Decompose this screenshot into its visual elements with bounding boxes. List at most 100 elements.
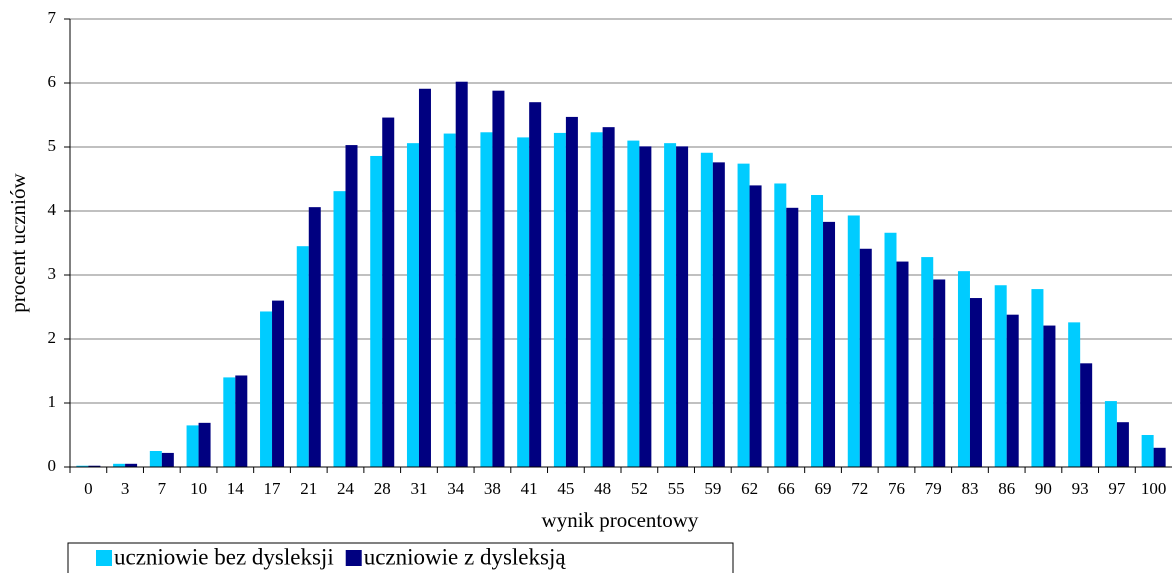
bar bbox=[418, 88, 431, 467]
bar bbox=[847, 215, 860, 467]
bar bbox=[786, 207, 799, 468]
bar bbox=[884, 232, 897, 467]
bar bbox=[1153, 447, 1166, 467]
x-tick-label: 55 bbox=[668, 479, 685, 498]
x-axis-label: wynik procentowy bbox=[542, 508, 699, 532]
bar bbox=[590, 132, 603, 467]
y-tick-label: 5 bbox=[48, 136, 57, 155]
bar bbox=[1104, 401, 1117, 467]
bar bbox=[149, 451, 162, 467]
x-tick-label: 10 bbox=[190, 479, 207, 498]
y-tick-label: 6 bbox=[48, 72, 57, 91]
bar bbox=[443, 133, 456, 467]
x-tick-label: 45 bbox=[557, 479, 574, 498]
bar bbox=[308, 207, 321, 467]
bar bbox=[370, 155, 383, 467]
x-tick-label: 34 bbox=[447, 479, 465, 498]
legend-swatch bbox=[96, 550, 112, 566]
bar bbox=[125, 463, 138, 467]
x-tick-label: 66 bbox=[778, 479, 795, 498]
bar bbox=[823, 221, 836, 467]
bar bbox=[260, 311, 273, 467]
bar bbox=[700, 152, 713, 467]
bar bbox=[161, 452, 174, 467]
x-tick-label: 17 bbox=[264, 479, 282, 498]
legend-box bbox=[67, 542, 734, 573]
bar bbox=[345, 145, 358, 467]
x-tick-label: 7 bbox=[158, 479, 167, 498]
x-tick-label: 86 bbox=[998, 479, 1015, 498]
x-tick-label: 76 bbox=[888, 479, 905, 498]
bar bbox=[737, 163, 750, 467]
x-tick-label: 28 bbox=[374, 479, 391, 498]
bar bbox=[1080, 363, 1093, 467]
bar bbox=[639, 146, 652, 468]
x-tick-label: 38 bbox=[484, 479, 501, 498]
bar bbox=[198, 422, 211, 467]
bar bbox=[517, 137, 530, 467]
bar bbox=[627, 140, 640, 467]
bar bbox=[676, 146, 689, 468]
y-tick-label: 4 bbox=[48, 200, 57, 219]
x-tick-label: 21 bbox=[300, 479, 317, 498]
bar bbox=[774, 183, 787, 468]
legend-label: uczniowie bez dysleksji bbox=[114, 544, 334, 569]
bar bbox=[602, 127, 615, 467]
bar bbox=[565, 116, 578, 468]
legend: uczniowie bez dysleksji uczniowie z dysle… bbox=[67, 542, 734, 573]
x-tick-label: 3 bbox=[121, 479, 130, 498]
x-tick-label: 83 bbox=[961, 479, 978, 498]
y-tick-label: 7 bbox=[48, 8, 57, 27]
x-tick-label: 48 bbox=[594, 479, 611, 498]
bar bbox=[896, 261, 909, 467]
bar bbox=[933, 279, 946, 467]
bar bbox=[1031, 289, 1044, 467]
x-tick-label: 52 bbox=[631, 479, 648, 498]
y-tick-label: 1 bbox=[48, 392, 57, 411]
x-tick-label: 31 bbox=[410, 479, 427, 498]
bar bbox=[749, 185, 762, 467]
bar bbox=[969, 298, 982, 467]
bar bbox=[406, 143, 419, 467]
x-tick-label: 69 bbox=[815, 479, 832, 498]
x-tick-label: 41 bbox=[521, 479, 538, 498]
y-tick-label: 2 bbox=[48, 328, 57, 347]
bar bbox=[664, 143, 677, 467]
x-tick-label: 59 bbox=[704, 479, 721, 498]
bar bbox=[529, 102, 542, 467]
bar bbox=[1068, 322, 1081, 467]
x-tick-label: 97 bbox=[1108, 479, 1126, 498]
bar bbox=[480, 132, 493, 467]
bar bbox=[712, 162, 725, 468]
x-tick-label: 93 bbox=[1072, 479, 1089, 498]
bar bbox=[921, 257, 934, 467]
bar bbox=[76, 465, 89, 467]
y-tick-label: 0 bbox=[48, 456, 57, 475]
bar bbox=[88, 465, 101, 467]
bar bbox=[382, 117, 395, 467]
legend-label: uczniowie z dysleksją bbox=[364, 544, 567, 569]
bar bbox=[272, 300, 285, 467]
x-tick-label: 14 bbox=[227, 479, 245, 498]
x-tick-label: 100 bbox=[1141, 479, 1167, 498]
bar bbox=[811, 195, 824, 467]
bar bbox=[957, 271, 970, 467]
bar bbox=[296, 246, 309, 467]
bar bbox=[223, 377, 236, 467]
bar bbox=[455, 81, 468, 467]
bar bbox=[1043, 325, 1056, 467]
bar bbox=[1116, 422, 1129, 467]
y-tick-label: 3 bbox=[48, 264, 57, 283]
bar bbox=[553, 132, 566, 468]
bar bbox=[186, 425, 199, 467]
bar bbox=[1141, 435, 1154, 467]
y-axis-label: procent uczniów bbox=[6, 172, 30, 312]
x-tick-label: 0 bbox=[84, 479, 93, 498]
bar bbox=[994, 285, 1007, 467]
bar bbox=[859, 248, 872, 467]
bar bbox=[235, 375, 248, 467]
bar bbox=[1006, 314, 1019, 467]
x-tick-label: 90 bbox=[1035, 479, 1052, 498]
bar bbox=[333, 191, 346, 467]
